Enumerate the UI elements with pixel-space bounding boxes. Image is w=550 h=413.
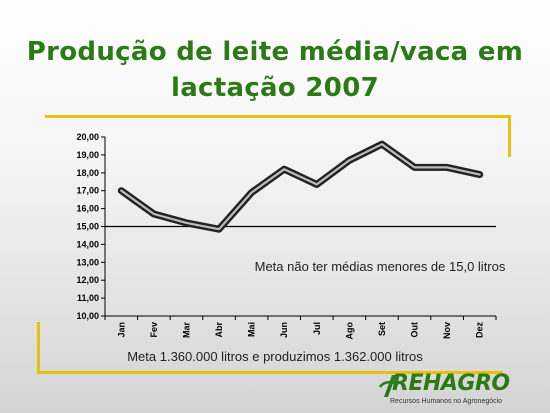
y-tick-label: 12,00 [76, 275, 99, 285]
footnote: Meta 1.360.000 litros e produzimos 1.362… [127, 349, 423, 364]
logo-subtitle: Recursos Humanos no Agronegócio [390, 398, 503, 405]
x-tick-label: Out [410, 322, 420, 338]
series-line [120, 143, 481, 231]
y-tick-label: 15,00 [76, 222, 99, 232]
x-tick-label: Fev [149, 322, 159, 338]
frame-bottom-line [37, 371, 503, 374]
x-tick-label: Abr [214, 322, 224, 338]
frame-top-right-line [508, 115, 511, 157]
y-tick-label: 19,00 [76, 150, 99, 160]
x-tick-label: Jul [312, 322, 322, 335]
y-tick-label: 18,00 [76, 168, 99, 178]
y-tick-label: 11,00 [77, 293, 99, 303]
x-tick-label: Jan [116, 322, 126, 338]
x-tick-label: Set [377, 322, 387, 336]
logo-wordmark: REHAGRO [392, 371, 510, 396]
y-tick-label: 17,00 [76, 186, 99, 196]
title-line-2: lactação 2007 [171, 73, 379, 103]
y-tick-label: 10,00 [76, 311, 99, 321]
y-tick-label: 14,00 [76, 239, 99, 249]
title-line-1: Produção de leite média/vaca em [26, 37, 524, 67]
y-tick-label: 13,00 [76, 257, 99, 267]
frame-bottom-left-line [37, 322, 40, 374]
slide-title: Produção de leite média/vaca em lactação… [0, 34, 550, 106]
x-tick-label: Nov [442, 322, 452, 339]
y-tick-label: 16,00 [76, 204, 99, 214]
chart-annotation: Meta não ter médias menores de 15,0 litr… [255, 259, 506, 274]
x-tick-label: Jun [279, 322, 289, 338]
y-tick-label: 20,00 [76, 132, 99, 142]
x-tick-label: Mai [247, 322, 257, 337]
x-tick-label: Dez [475, 322, 485, 339]
frame-top-line [45, 115, 511, 118]
rehagro-logo: REHAGRO Recursos Humanos no Agronegócio [378, 371, 518, 411]
x-tick-label: Ago [344, 322, 354, 340]
x-tick-label: Mar [181, 322, 191, 339]
series-line-outline [117, 140, 484, 233]
logo-swoosh-icon [378, 375, 399, 397]
